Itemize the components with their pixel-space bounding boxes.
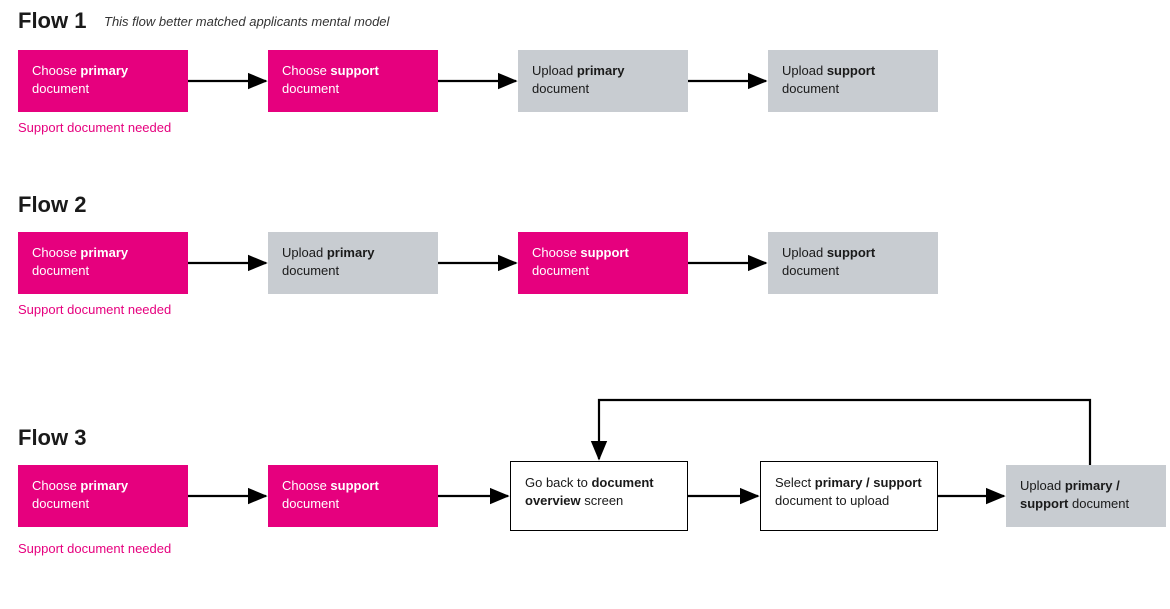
flow3-step-4-bold: primary / support — [815, 475, 922, 490]
flow1-step-1-post: document — [32, 81, 89, 96]
flow3-title: Flow 3 — [18, 425, 86, 451]
flow1-step-3-pre: Upload — [532, 63, 577, 78]
flow2-step-3-pre: Choose — [532, 245, 580, 260]
flow3-step-2-post: document — [282, 496, 339, 511]
flow2-step-1: Choose primary document — [18, 232, 188, 294]
flow2-title: Flow 2 — [18, 192, 86, 218]
flow3-step-4-post: document to upload — [775, 493, 889, 508]
flow3-step-1-post: document — [32, 496, 89, 511]
flow2-step-3: Choose support document — [518, 232, 688, 294]
flow1-step-2-post: document — [282, 81, 339, 96]
flow1-step-1: Choose primary document — [18, 50, 188, 112]
flow3-step-2: Choose support document — [268, 465, 438, 527]
flow2-step-2-pre: Upload — [282, 245, 327, 260]
flow3-step-2-pre: Choose — [282, 478, 330, 493]
flow2-step-1-post: document — [32, 263, 89, 278]
flow3-step-1-pre: Choose — [32, 478, 80, 493]
flow1-step-1-pre: Choose — [32, 63, 80, 78]
flow3-caption: Support document needed — [18, 541, 171, 556]
flow1-subtitle: This flow better matched applicants ment… — [104, 14, 389, 29]
flow1-step-4: Upload support document — [768, 50, 938, 112]
flow1-step-4-post: document — [782, 81, 839, 96]
flow1-step-2: Choose support document — [268, 50, 438, 112]
flow3-step-3: Go back to document overview screen — [510, 461, 688, 531]
flow1-title: Flow 1 — [18, 8, 86, 34]
flow2-step-4-pre: Upload — [782, 245, 827, 260]
diagram-stage: Flow 1 This flow better matched applican… — [0, 0, 1170, 609]
flow1-step-2-bold: support — [330, 63, 378, 78]
flow3-step-1: Choose primary document — [18, 465, 188, 527]
flow2-caption: Support document needed — [18, 302, 171, 317]
flow3-loop-arrow — [599, 400, 1090, 465]
flow2-step-3-post: document — [532, 263, 589, 278]
flow2-step-4-bold: support — [827, 245, 875, 260]
flow1-step-1-bold: primary — [80, 63, 128, 78]
flow2-step-3-bold: support — [580, 245, 628, 260]
flow1-step-4-pre: Upload — [782, 63, 827, 78]
flow1-step-3-post: document — [532, 81, 589, 96]
flow3-step-5: Upload primary / support document — [1006, 465, 1166, 527]
flow2-step-4: Upload support document — [768, 232, 938, 294]
flow2-step-2-post: document — [282, 263, 339, 278]
flow3-step-5-post: document — [1068, 496, 1129, 511]
flow1-caption: Support document needed — [18, 120, 171, 135]
flow3-step-1-bold: primary — [80, 478, 128, 493]
flow1-step-3-bold: primary — [577, 63, 625, 78]
flow2-step-1-bold: primary — [80, 245, 128, 260]
flow3-step-3-post: screen — [581, 493, 624, 508]
flow1-step-4-bold: support — [827, 63, 875, 78]
flow2-step-4-post: document — [782, 263, 839, 278]
flow3-step-4: Select primary / support document to upl… — [760, 461, 938, 531]
flow3-step-2-bold: support — [330, 478, 378, 493]
flow3-step-4-pre: Select — [775, 475, 815, 490]
flow1-step-3: Upload primary document — [518, 50, 688, 112]
flow3-step-5-pre: Upload — [1020, 478, 1065, 493]
flow2-step-2-bold: primary — [327, 245, 375, 260]
flow3-step-3-pre: Go back to — [525, 475, 591, 490]
flow1-step-2-pre: Choose — [282, 63, 330, 78]
flow2-step-1-pre: Choose — [32, 245, 80, 260]
flow2-step-2: Upload primary document — [268, 232, 438, 294]
